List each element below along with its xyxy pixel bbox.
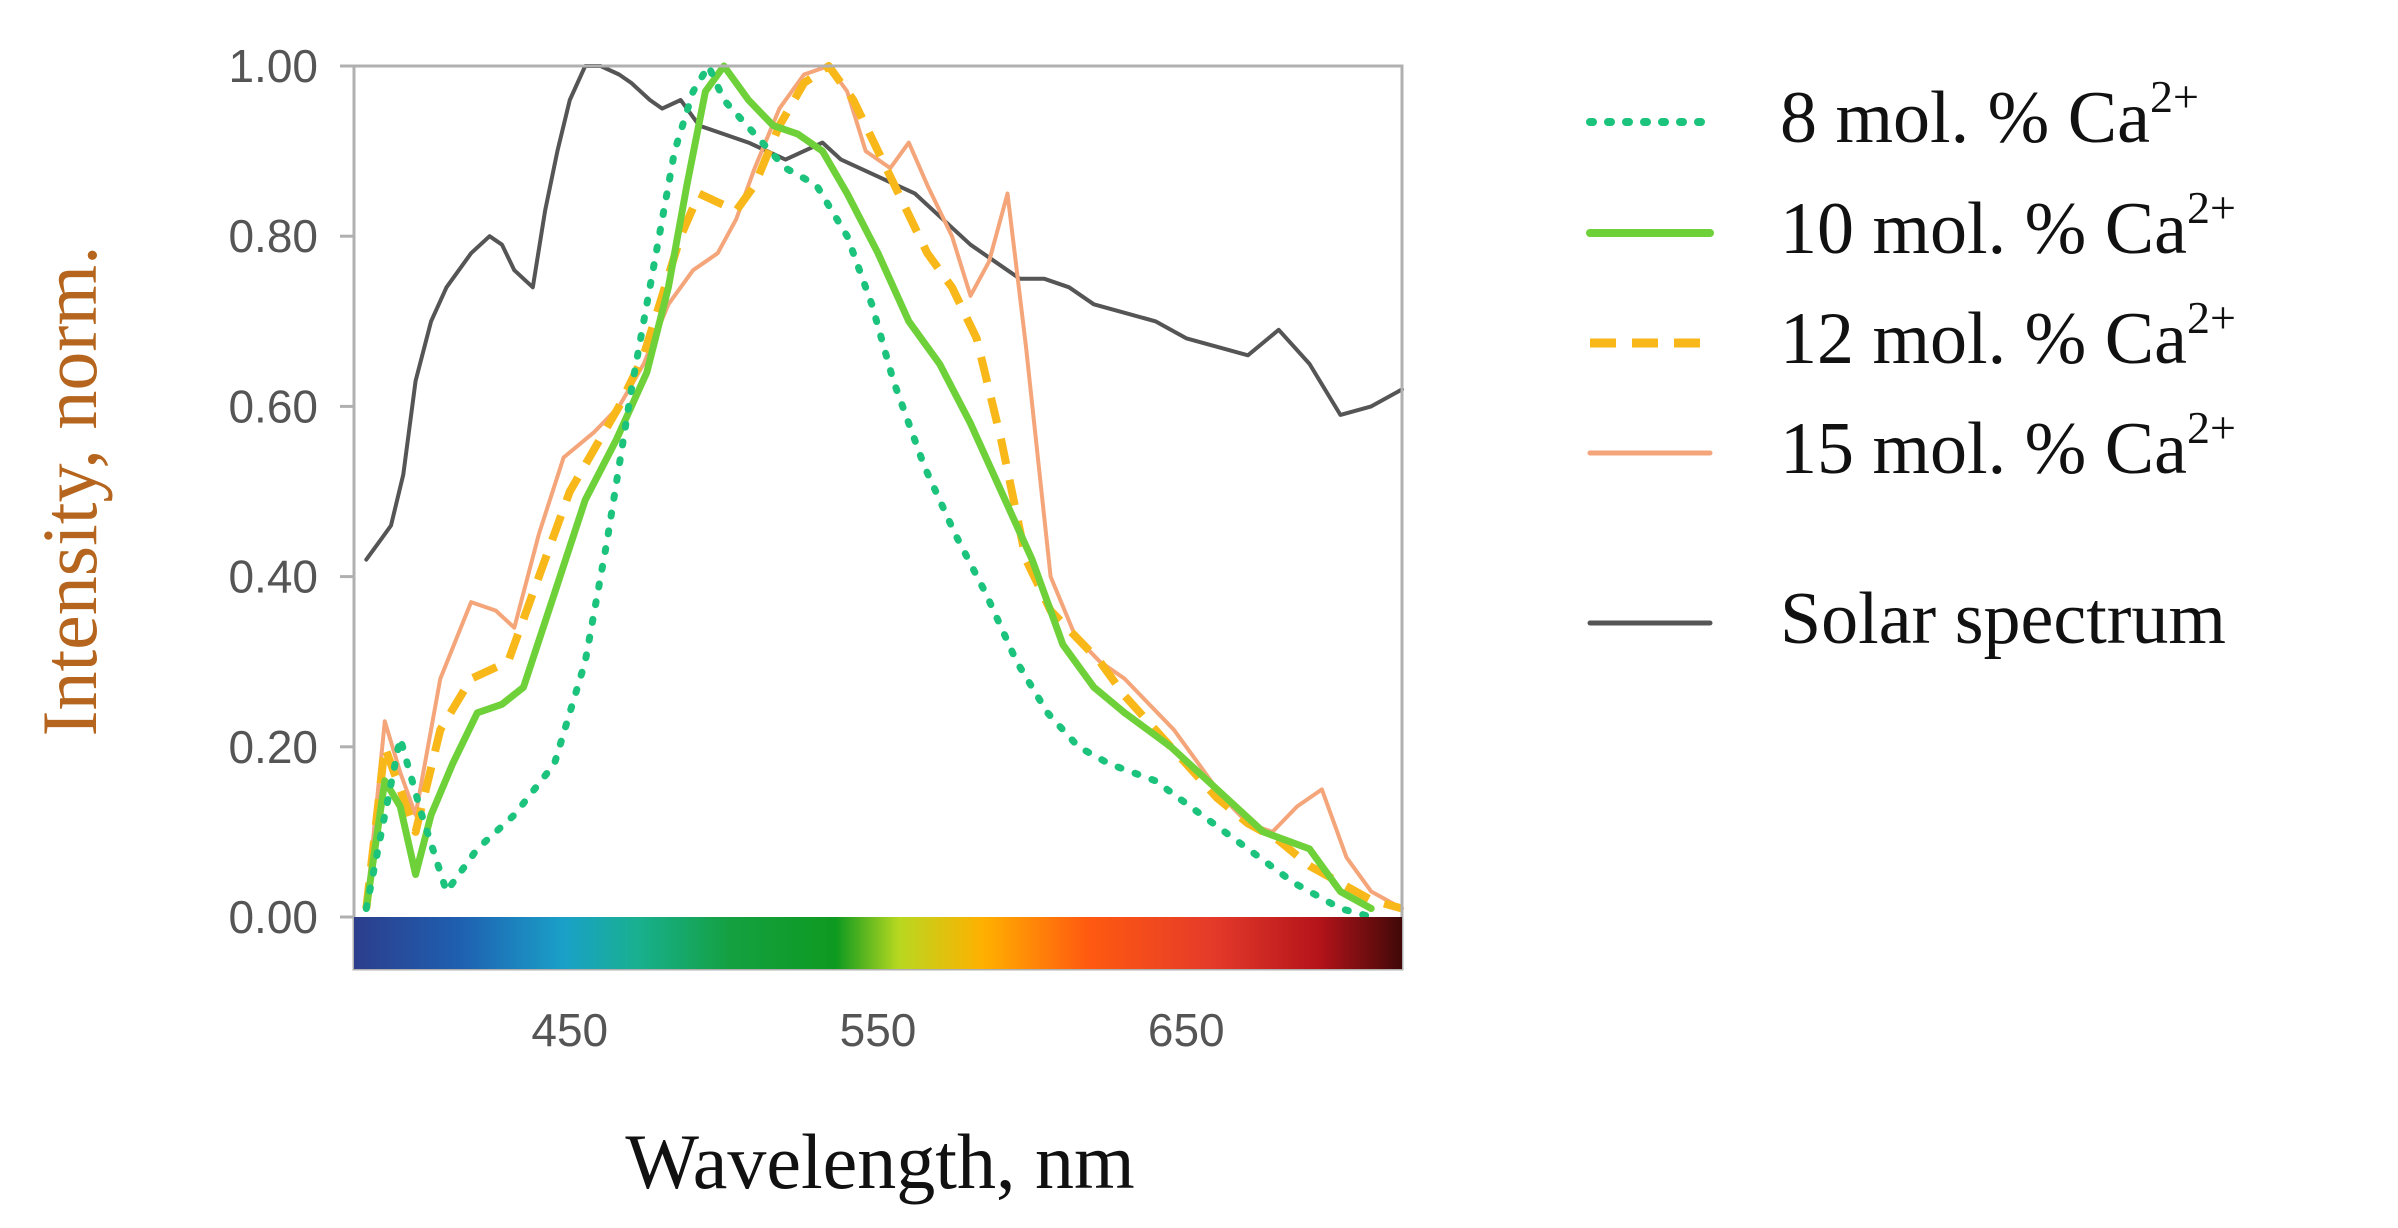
y-tick-label: 0.40 <box>228 551 318 603</box>
series-layer <box>362 62 1404 921</box>
legend-label-text: 8 mol. % Ca <box>1780 77 2150 159</box>
y-axis-label: Intensity, norm. <box>26 245 113 736</box>
spectrum-colorbar <box>354 917 1402 969</box>
x-tick-label: 450 <box>531 1004 608 1056</box>
legend-label: 10 mol. % Ca2+ <box>1780 182 2236 270</box>
plot-background <box>354 66 1402 917</box>
y-tick-label: 0.00 <box>228 891 318 943</box>
y-tick-label: 0.80 <box>228 210 318 262</box>
legend: 8 mol. % Ca2+10 mol. % Ca2+12 mol. % Ca2… <box>1586 71 2236 660</box>
legend-label: Solar spectrum <box>1780 578 2226 660</box>
x-tick-label: 550 <box>840 1004 917 1056</box>
y-tick-label: 0.20 <box>228 721 318 773</box>
legend-label-superscript: 2+ <box>2187 402 2236 453</box>
series-line-10-mol-ca <box>362 62 1375 912</box>
legend-label: 12 mol. % Ca2+ <box>1780 292 2236 380</box>
legend-label-text: 15 mol. % Ca <box>1780 408 2187 490</box>
legend-label-text: 10 mol. % Ca <box>1780 188 2187 270</box>
legend-label-superscript: 2+ <box>2150 71 2199 122</box>
series-line-8-mol-ca <box>362 62 1375 921</box>
x-tick-label: 650 <box>1148 1004 1225 1056</box>
y-tick-label: 0.60 <box>228 380 318 432</box>
legend-label-text: 12 mol. % Ca <box>1780 298 2187 380</box>
x-axis-label: Wavelength, nm <box>625 1118 1134 1205</box>
legend-label-text: Solar spectrum <box>1780 578 2226 660</box>
legend-label-superscript: 2+ <box>2187 292 2236 343</box>
legend-label: 15 mol. % Ca2+ <box>1780 402 2236 490</box>
y-axis-ticks: 0.00 0.20 0.40 0.60 0.80 1.00 <box>228 40 354 943</box>
x-axis-ticks: 450 550 650 <box>531 1004 1224 1056</box>
plot-area <box>352 62 1404 971</box>
legend-label-superscript: 2+ <box>2187 182 2236 233</box>
legend-label: 8 mol. % Ca2+ <box>1780 71 2199 159</box>
y-tick-label: 1.00 <box>228 40 318 92</box>
